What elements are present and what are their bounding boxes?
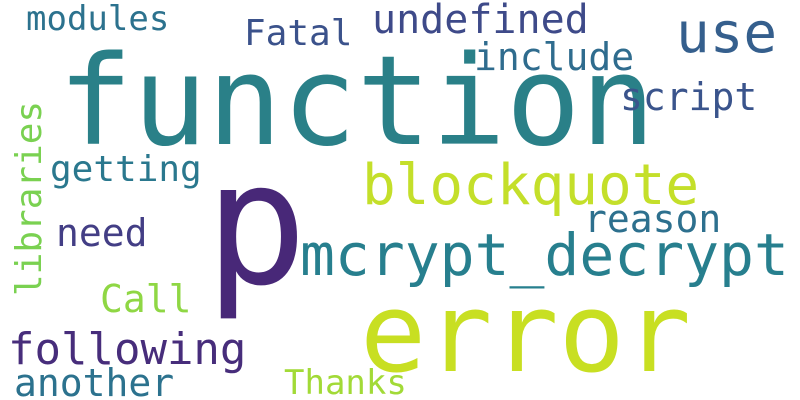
word-undefined: undefined — [372, 0, 589, 40]
word-use: use — [676, 6, 777, 62]
word-error: error — [360, 278, 691, 388]
word-reason: reason — [584, 200, 721, 238]
word-call: Call — [100, 280, 192, 318]
word-thanks: Thanks — [284, 366, 407, 400]
word-script: script — [620, 78, 757, 116]
word-fatal: Fatal — [244, 16, 352, 52]
word-libraries: libraries — [12, 101, 48, 296]
word-another: another — [14, 364, 174, 400]
word-p: p — [205, 140, 307, 310]
word-include: include — [474, 38, 634, 76]
word-getting: getting — [50, 152, 202, 188]
word-modules: modules — [26, 2, 169, 36]
word-need: need — [56, 214, 148, 252]
